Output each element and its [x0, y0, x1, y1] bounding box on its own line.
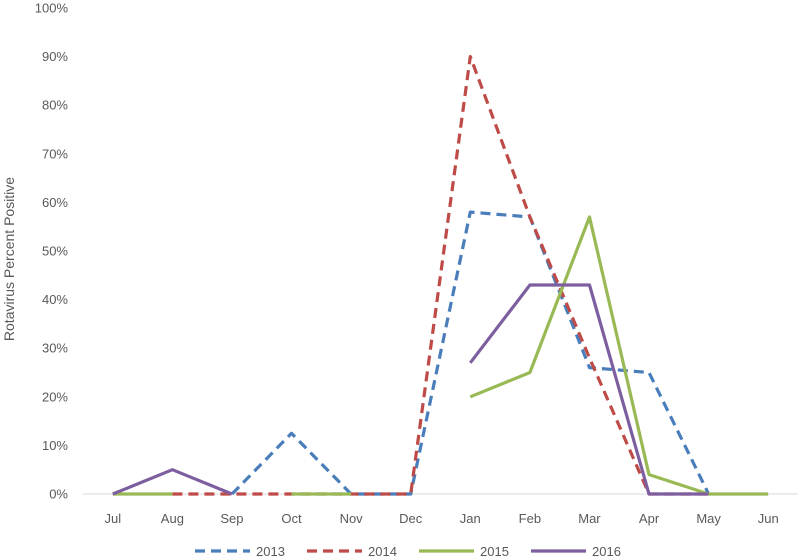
series-line-2015: [469, 215, 769, 496]
legend: 2013 2014 2015 2016: [195, 544, 621, 559]
legend-label: 2016: [592, 544, 621, 559]
series-line-2013: [230, 210, 711, 496]
x-tick-label: Jan: [460, 511, 481, 526]
y-tick-label: 40%: [42, 292, 68, 307]
legend-label: 2013: [256, 544, 285, 559]
y-tick-label: 100%: [35, 1, 69, 16]
x-tick-label: Oct: [281, 511, 302, 526]
x-tick-label: Jun: [758, 511, 779, 526]
x-tick-label: May: [696, 511, 721, 526]
legend-label: 2015: [480, 544, 509, 559]
y-tick-label: 50%: [42, 244, 68, 259]
series-line-2014: [172, 55, 709, 496]
y-axis-title: Rotavirus Percent Positive: [1, 177, 17, 341]
y-tick-label: 90%: [42, 49, 68, 64]
y-tick-label: 0%: [49, 487, 68, 502]
x-tick-label: Sep: [220, 511, 243, 526]
x-tick-label: Dec: [399, 511, 423, 526]
x-tick-label: Apr: [639, 511, 660, 526]
series-line-2016: [469, 283, 709, 496]
series-lines: [112, 55, 769, 496]
x-axis-ticks: Jul Aug Sep Oct Nov Dec Jan Feb Mar Apr May Jun: [104, 511, 778, 526]
legend-label: 2014: [368, 544, 397, 559]
x-tick-label: Aug: [161, 511, 184, 526]
y-tick-label: 20%: [42, 389, 68, 404]
x-tick-label: Jul: [104, 511, 121, 526]
x-tick-label: Mar: [578, 511, 601, 526]
y-axis-ticks: 0% 10% 20% 30% 40% 50% 60% 70% 80% 90% 100%: [35, 1, 69, 502]
y-tick-label: 10%: [42, 438, 68, 453]
x-tick-label: Feb: [519, 511, 541, 526]
y-tick-label: 70%: [42, 146, 68, 161]
x-tick-label: Nov: [340, 511, 364, 526]
y-tick-label: 60%: [42, 195, 68, 210]
series-line-2016: [112, 468, 233, 496]
y-tick-label: 30%: [42, 341, 68, 356]
y-tick-label: 80%: [42, 98, 68, 113]
